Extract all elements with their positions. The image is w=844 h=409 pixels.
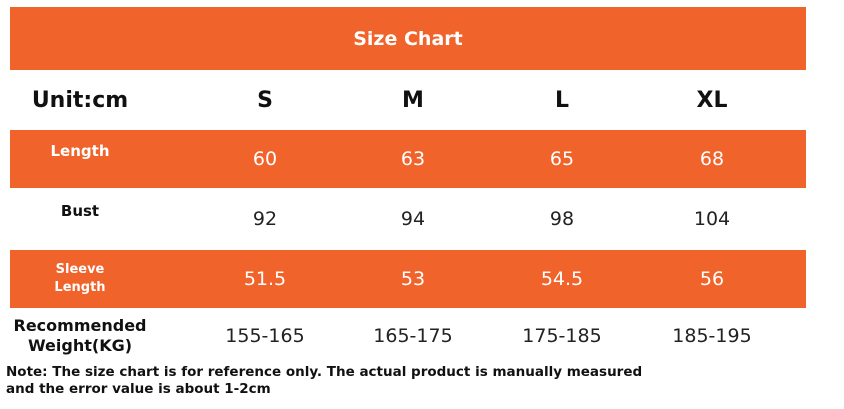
row-band bbox=[10, 130, 806, 188]
title: Size Chart bbox=[353, 27, 463, 50]
note: Note: The size chart is for reference on… bbox=[6, 364, 643, 397]
title-band bbox=[10, 7, 806, 70]
column-header: XL bbox=[696, 87, 728, 113]
cell-value: 98 bbox=[549, 208, 575, 230]
cell-value: 185-195 bbox=[672, 325, 752, 347]
cell-value: 94 bbox=[400, 208, 426, 230]
cell-value: 68 bbox=[699, 148, 725, 170]
row-label: Recommended Weight(KG) bbox=[13, 316, 147, 355]
cell-value: 60 bbox=[252, 148, 278, 170]
cell-value: 51.5 bbox=[243, 268, 287, 290]
cell-value: 53 bbox=[400, 268, 426, 290]
row-label: Length bbox=[50, 142, 110, 160]
cell-value: 63 bbox=[400, 148, 426, 170]
cell-value: 104 bbox=[693, 208, 731, 230]
cell-value: 54.5 bbox=[540, 268, 584, 290]
cell-value: 56 bbox=[699, 268, 725, 290]
column-header: L bbox=[554, 87, 570, 113]
cell-value: 165-175 bbox=[373, 325, 453, 347]
cell-value: 175-185 bbox=[522, 325, 602, 347]
cell-value: 155-165 bbox=[225, 325, 305, 347]
column-header: M bbox=[402, 87, 424, 113]
row-label: Bust bbox=[60, 202, 100, 220]
row-label: Sleeve Length bbox=[54, 262, 106, 295]
cell-value: 65 bbox=[549, 148, 575, 170]
column-header: Unit:cm bbox=[31, 87, 129, 113]
cell-value: 92 bbox=[252, 208, 278, 230]
column-header: S bbox=[257, 87, 273, 113]
row-band bbox=[10, 250, 806, 308]
